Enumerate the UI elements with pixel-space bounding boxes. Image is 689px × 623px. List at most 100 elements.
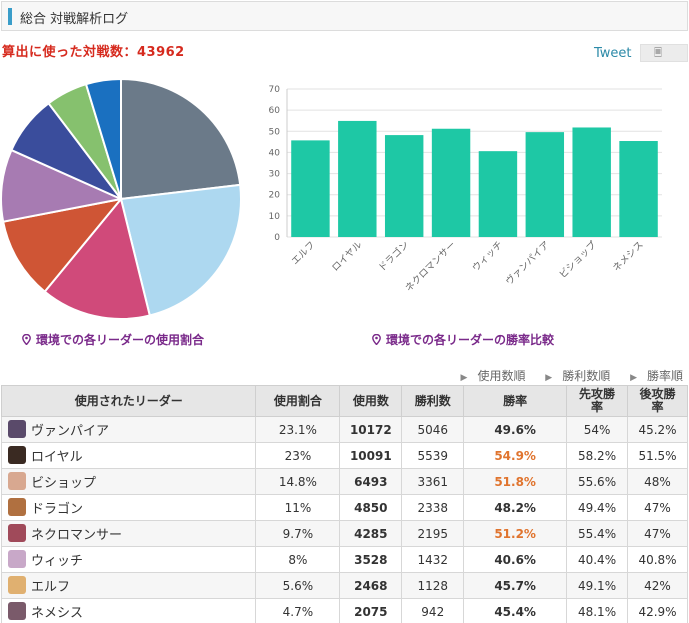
wins-cell: 2338 [401,494,465,521]
y-tick-label: 20 [269,191,281,201]
leader-cell: ビショップ [0,468,257,495]
table-row[interactable]: ロイヤル 23% 10091 5539 54.9% 58.2% 51.5% [0,442,688,469]
leader-avatar-icon [8,549,26,568]
rate-cell: 51.8% [463,468,568,495]
header-rate: 勝率 [463,385,568,417]
table-row[interactable]: ビショップ 14.8% 6493 3361 51.8% 55.6% 48% [0,468,688,495]
sort-by-rate[interactable]: ▶ 勝率順 [630,369,683,383]
win-rate-bar [291,140,330,237]
table-row[interactable]: ネクロマンサー 9.7% 4285 2195 51.2% 55.4% 47% [0,520,688,547]
leader-cell: ネメシス [0,598,257,623]
wins-cell: 1432 [401,546,465,573]
share-cell: 11% [255,494,341,521]
header-first-turn-rate: 先攻勝 率 [566,385,628,417]
leader-cell: エルフ [0,572,257,599]
winrate-chart-caption-text: 環境での各リーダーの勝率比較 [386,333,555,347]
table-row[interactable]: ドラゴン 11% 4850 2338 48.2% 49.4% 47% [0,494,688,521]
share-button[interactable]: 🗏 [640,44,688,62]
x-category-label: ビショップ [557,239,599,281]
wins-cell: 2195 [401,520,465,547]
first-cell: 55.6% [566,468,628,495]
uses-cell: 3528 [339,546,403,573]
second-cell: 48% [627,468,688,495]
header-wins: 勝利数 [401,385,465,417]
map-pin-icon [372,334,381,345]
leader-name: ドラゴン [31,502,84,517]
x-category-label: ウィッチ [470,239,505,274]
share-cell: 14.8% [255,468,341,495]
x-category-label: ロイヤル [330,239,365,274]
win-rate-bar [619,141,658,237]
wins-cell: 5539 [401,442,465,469]
share-cell: 9.7% [255,520,341,547]
table-row[interactable]: ヴァンパイア 23.1% 10172 5046 49.6% 54% 45.2% [0,416,688,443]
y-tick-label: 0 [274,233,280,243]
second-cell: 47% [627,494,688,521]
tweet-link[interactable]: Tweet [594,46,632,61]
table-row[interactable]: エルフ 5.6% 2468 1128 45.7% 49.1% 42% [0,572,688,599]
winrate-chart-caption: 環境での各リーダーの勝率比較 [372,331,554,348]
rate-cell: 45.4% [463,598,568,623]
wins-cell: 1128 [401,572,465,599]
leader-avatar-icon [8,471,26,490]
second-cell: 51.5% [627,442,688,469]
rate-cell: 54.9% [463,442,568,469]
x-category-label: ヴァンパイア [503,239,552,288]
first-cell: 58.2% [566,442,628,469]
leader-avatar-icon [8,445,26,464]
pie-slice [120,78,242,201]
leader-name: ロイヤル [31,450,83,465]
header-leader: 使用されたリーダー [0,385,257,417]
leader-cell: ドラゴン [0,494,257,521]
rate-cell: 48.2% [463,494,568,521]
share-cell: 23.1% [255,416,341,443]
pie-slice [43,196,151,320]
sort-links: ▶ 使用数順 ▶ 勝利数順 ▶ 勝率順 [445,367,683,384]
leader-cell: ウィッチ [0,546,257,573]
y-tick-label: 30 [269,170,281,180]
rate-cell: 40.6% [463,546,568,573]
win-rate-bar [478,151,518,237]
share-cell: 8% [255,546,341,573]
usage-chart-caption-text: 環境での各リーダーの使用割合 [36,333,205,347]
uses-cell: 2075 [339,598,403,623]
leader-name: ヴァンパイア [31,424,110,439]
first-cell: 49.1% [566,572,628,599]
first-cell: 40.4% [566,546,628,573]
second-cell: 42.9% [627,598,688,623]
page-header: 総合 対戦解析ログ [1,1,688,31]
leader-avatar-icon [8,497,26,516]
second-cell: 40.8% [627,546,688,573]
second-cell: 47% [627,520,688,547]
document-icon: 🗏 [654,48,663,59]
page-title: 総合 対戦解析ログ [20,12,129,27]
leader-name: ネメシス [31,606,84,621]
wins-cell: 942 [401,598,465,623]
table-row[interactable]: ネメシス 4.7% 2075 942 45.4% 48.1% 42.9% [0,598,688,623]
header-accent [8,8,12,25]
uses-cell: 10091 [339,442,403,469]
first-cell: 49.4% [566,494,628,521]
table-row[interactable]: ウィッチ 8% 3528 1432 40.6% 40.4% 40.8% [0,546,688,573]
triangle-right-icon: ▶ [545,373,553,383]
y-tick-label: 10 [269,212,281,222]
x-category-label: ネクロマンサー [403,239,458,294]
usage-pie-chart [0,78,242,320]
rate-cell: 49.6% [463,416,568,443]
battle-count: 算出に使った対戦数：43962 [2,45,185,60]
sort-by-uses[interactable]: ▶ 使用数順 [460,369,526,383]
rate-cell: 45.7% [463,572,568,599]
sort-by-wins[interactable]: ▶ 勝利数順 [545,369,611,383]
first-cell: 55.4% [566,520,628,547]
leader-stats-table: 使用されたリーダー 使用割合 使用数 勝利数 勝率 先攻勝 率 後攻勝 率 ヴァ… [0,385,688,623]
leader-cell: ロイヤル [0,442,257,469]
y-tick-label: 70 [269,85,281,95]
first-cell: 54% [566,416,628,443]
win-rate-bar [572,127,611,237]
leader-avatar-icon [8,575,26,594]
triangle-right-icon: ▶ [460,373,468,383]
uses-cell: 2468 [339,572,403,599]
leader-name: エルフ [31,580,71,595]
first-cell: 48.1% [566,598,628,623]
